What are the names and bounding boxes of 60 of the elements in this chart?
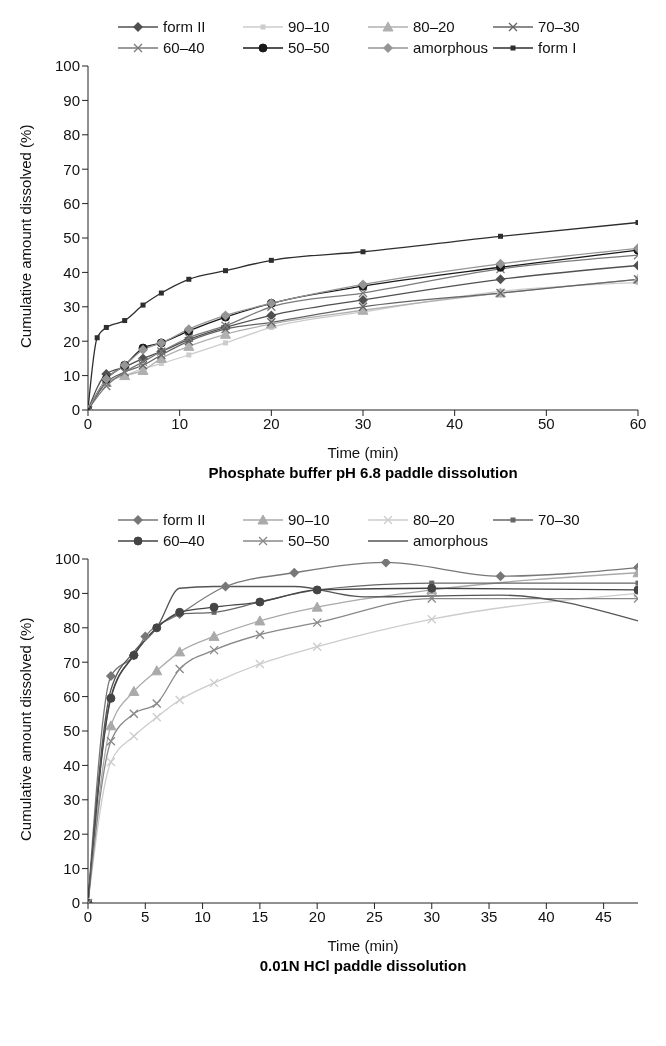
y-tick-label: 100 bbox=[54, 57, 80, 75]
y-tick-label: 10 bbox=[63, 366, 80, 384]
y-tick-label: 20 bbox=[63, 825, 80, 843]
y-tick-label: 30 bbox=[63, 791, 80, 809]
x-tick-label: 50 bbox=[537, 414, 555, 432]
x-tick-label: 30 bbox=[354, 414, 372, 432]
x-tick-label: 60 bbox=[629, 414, 647, 432]
legend-label: 70–30 bbox=[538, 511, 580, 528]
legend-label: form II bbox=[163, 511, 206, 528]
y-tick-label: 80 bbox=[63, 619, 80, 637]
y-tick-label: 30 bbox=[63, 298, 80, 316]
x-tick-label: 0 bbox=[83, 907, 93, 925]
legend-label: 80–20 bbox=[413, 18, 455, 35]
legend-label: 60–40 bbox=[163, 532, 205, 549]
y-tick-label: 60 bbox=[63, 687, 80, 705]
y-tick-label: 70 bbox=[63, 653, 80, 671]
y-tick-label: 70 bbox=[63, 160, 80, 178]
y-tick-label: 0 bbox=[71, 401, 80, 419]
legend-label: 80–20 bbox=[413, 511, 455, 528]
x-tick-label: 20 bbox=[308, 907, 326, 925]
x-tick-label: 30 bbox=[423, 907, 441, 925]
y-tick-label: 10 bbox=[63, 859, 80, 877]
y-tick-label: 40 bbox=[63, 756, 80, 774]
y-tick-label: 90 bbox=[63, 91, 80, 109]
x-axis-title: Time (min) bbox=[327, 444, 399, 461]
x-tick-label: 10 bbox=[194, 907, 211, 925]
legend-label: 90–10 bbox=[288, 511, 330, 528]
x-tick-label: 35 bbox=[480, 907, 498, 925]
y-tick-label: 20 bbox=[63, 332, 80, 350]
text: Phosphate buffer pH 6.8 paddle dissolution bbox=[207, 464, 519, 481]
legend-label: amorphous bbox=[413, 532, 489, 549]
y-tick-label: 50 bbox=[63, 229, 80, 247]
x-tick-label: 40 bbox=[537, 907, 555, 925]
legend-label: form I bbox=[538, 39, 577, 56]
legend-label: 70–30 bbox=[538, 18, 580, 35]
text: 0.01N HCl paddle dissolution bbox=[258, 957, 468, 974]
legend-label: form II bbox=[163, 18, 206, 35]
x-tick-label: 25 bbox=[366, 907, 383, 925]
x-tick-label: 20 bbox=[262, 414, 280, 432]
y-tick-label: 100 bbox=[54, 550, 80, 568]
x-tick-label: 5 bbox=[141, 907, 150, 925]
y-tick-label: 40 bbox=[63, 263, 80, 281]
legend-label: 90–10 bbox=[288, 18, 330, 35]
x-tick-label: 40 bbox=[446, 414, 464, 432]
y-axis-title: Cumulative amount dissolved (%) bbox=[17, 124, 35, 348]
y-tick-label: 60 bbox=[63, 194, 80, 212]
y-tick-label: 80 bbox=[63, 126, 80, 144]
y-tick-label: 0 bbox=[71, 894, 80, 912]
x-tick-label: 0 bbox=[83, 414, 93, 432]
legend-label: 60–40 bbox=[163, 39, 205, 56]
x-tick-label: 15 bbox=[251, 907, 269, 925]
y-tick-label: 90 bbox=[63, 584, 80, 602]
x-tick-label: 45 bbox=[595, 907, 612, 925]
y-axis-title: Cumulative amount dissolved (%) bbox=[17, 617, 35, 841]
x-tick-label: 10 bbox=[171, 414, 189, 432]
y-tick-label: 50 bbox=[63, 722, 80, 740]
x-axis-title: Time (min) bbox=[327, 937, 399, 954]
legend-label: amorphous bbox=[413, 39, 489, 56]
legend-label: 50–50 bbox=[288, 39, 330, 56]
legend-label: 50–50 bbox=[288, 532, 330, 549]
